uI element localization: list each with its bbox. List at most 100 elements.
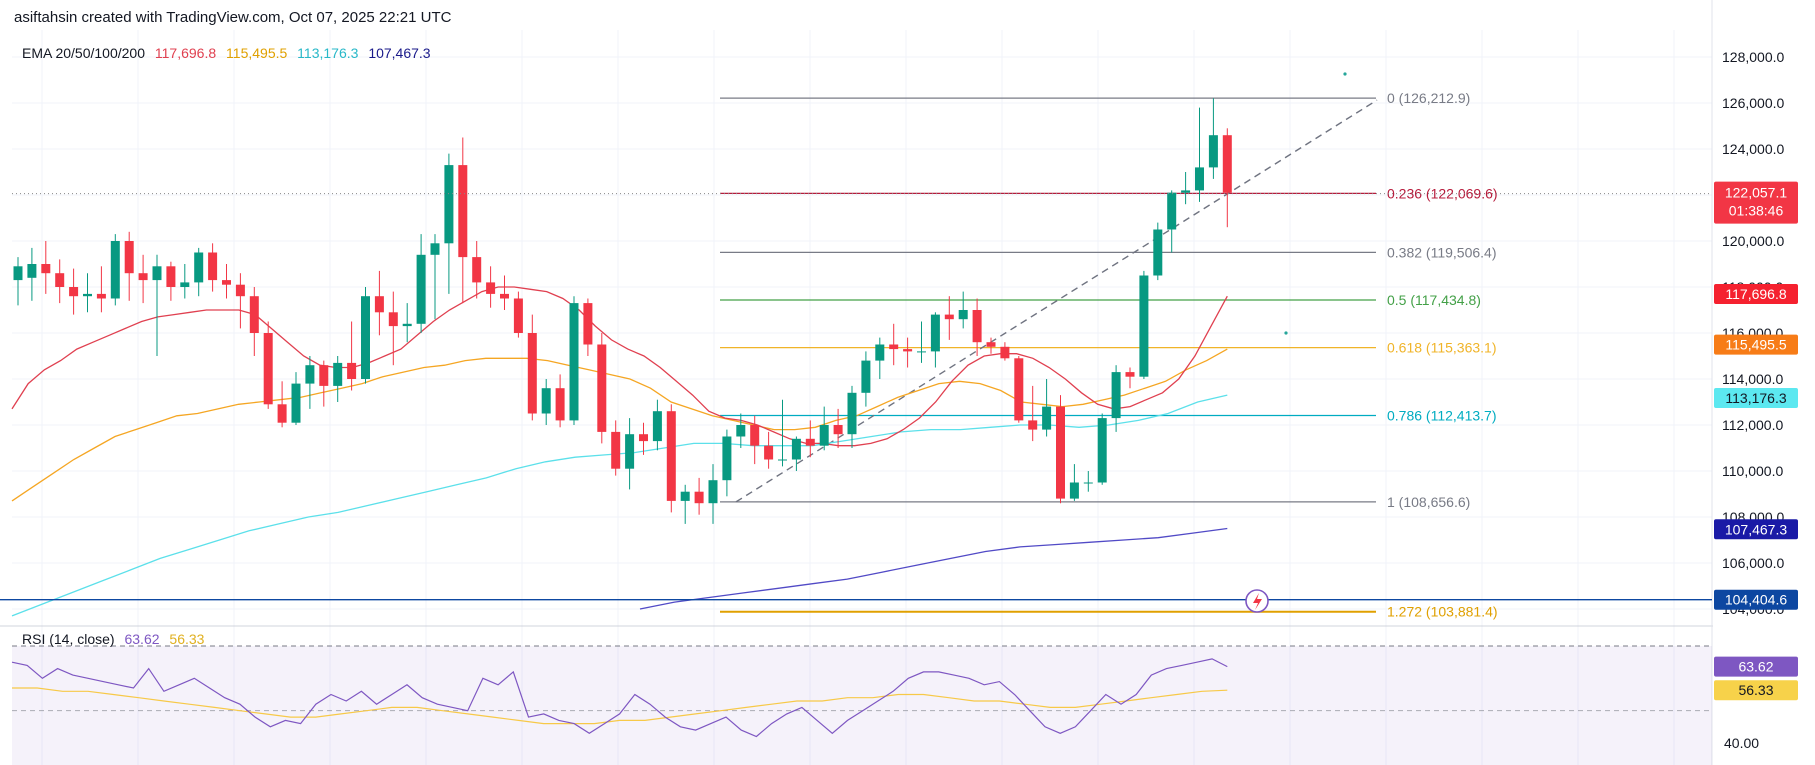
candle [1208,98,1218,179]
candle [374,270,384,336]
axis-price-label: 104,404.6 [1725,592,1787,608]
candle [1000,342,1010,361]
candle [625,418,635,490]
candle-body [847,392,857,435]
candle [138,254,148,304]
candle [750,415,760,465]
ema50-value: 115,495.5 [226,45,288,61]
candle [694,477,704,515]
candle-body [277,404,287,423]
candle [1069,464,1079,501]
candle [291,372,301,425]
fib-level-label: 0 (126,212.9) [1387,90,1470,106]
candle [652,399,662,451]
candle-body [472,257,482,283]
candle-body [500,293,509,299]
price-tick-label: 124,000.0 [1722,141,1784,157]
candle-body [1014,358,1024,421]
candle [347,321,357,391]
candle-body [263,333,273,405]
candle [333,356,343,402]
candle-body [764,445,774,460]
candle-body [833,425,843,435]
price-axis: 128,000.0126,000.0124,000.0122,000.0120,… [1713,0,1815,765]
rsi-panel [11,645,1712,765]
candle-body [555,388,565,421]
candle [1181,172,1191,205]
overlay [0,72,1712,613]
candle [1195,107,1204,202]
candle-body [569,303,579,421]
axis-price-label: 117,696.8 [1725,286,1786,302]
fib-level-label: 0.786 (112,413.7) [1387,407,1497,423]
candle-body [166,266,176,287]
candle [778,399,787,467]
price-tick-label: 114,000.0 [1722,371,1783,387]
candle [1222,128,1232,228]
candle [430,234,440,320]
countdown-timer: 01:38:46 [1729,203,1784,219]
fib-level-label: 0.236 (122,069.6) [1387,185,1498,201]
candle [388,291,398,366]
candle [805,420,815,458]
rsi-value: 63.62 [124,631,160,647]
candle [249,287,259,356]
candle [666,404,676,513]
candle [917,321,926,363]
candle-body [416,254,426,324]
candle-body [486,282,496,294]
candle-body [374,296,384,313]
candle [555,374,565,428]
rsi-ma-value: 56.33 [169,631,205,647]
candle-body [805,438,815,446]
candle [458,137,468,304]
candle [124,231,134,301]
rsi-tick-label: 40.00 [1724,735,1759,751]
candle [1083,471,1093,492]
ema100-value: 113,176.3 [297,45,359,61]
candle-body [138,273,148,281]
candle [1153,222,1163,281]
price-tick-label: 128,000.0 [1722,49,1784,65]
candle [194,247,204,297]
rsi-legend[interactable]: RSI (14, close) 63.62 56.33 [22,631,210,647]
candle-body [152,266,162,281]
candle-body [1042,406,1052,430]
candle-body [249,296,259,333]
marker-dot [1343,72,1347,76]
chart-attribution: asiftahsin created with TradingView.com,… [14,9,452,26]
candle [958,291,968,329]
candle-body [652,411,662,442]
ema200-value: 107,467.3 [368,45,431,61]
candle [986,337,996,354]
candle-body [347,362,357,379]
candle-body [458,165,468,258]
candle-body [1181,190,1191,193]
candle [513,291,523,338]
candle [847,385,857,448]
ema50-line [11,348,1228,502]
candle-body [819,425,829,446]
candle [1097,413,1107,485]
ema-legend[interactable]: EMA 20/50/100/200 117,696.8 115,495.5 11… [22,45,437,61]
candle [1028,385,1038,442]
candle [27,247,37,301]
ema20-value: 117,696.8 [154,45,217,61]
candle [833,408,843,448]
ema-legend-label: EMA 20/50/100/200 [22,45,145,61]
candle [1014,356,1024,423]
candle [639,422,648,455]
candle-body [611,431,621,469]
candle [903,337,913,368]
candle-body [917,351,926,353]
rsi-band [12,646,1712,765]
fib-level-label: 0.5 (117,434.8) [1387,292,1481,308]
candle-body [736,425,746,437]
candle [13,257,23,306]
candle [597,333,607,444]
candle [1167,190,1177,253]
candle [472,241,482,299]
fib-trend-line [735,99,1378,503]
candle-body [1195,167,1204,191]
